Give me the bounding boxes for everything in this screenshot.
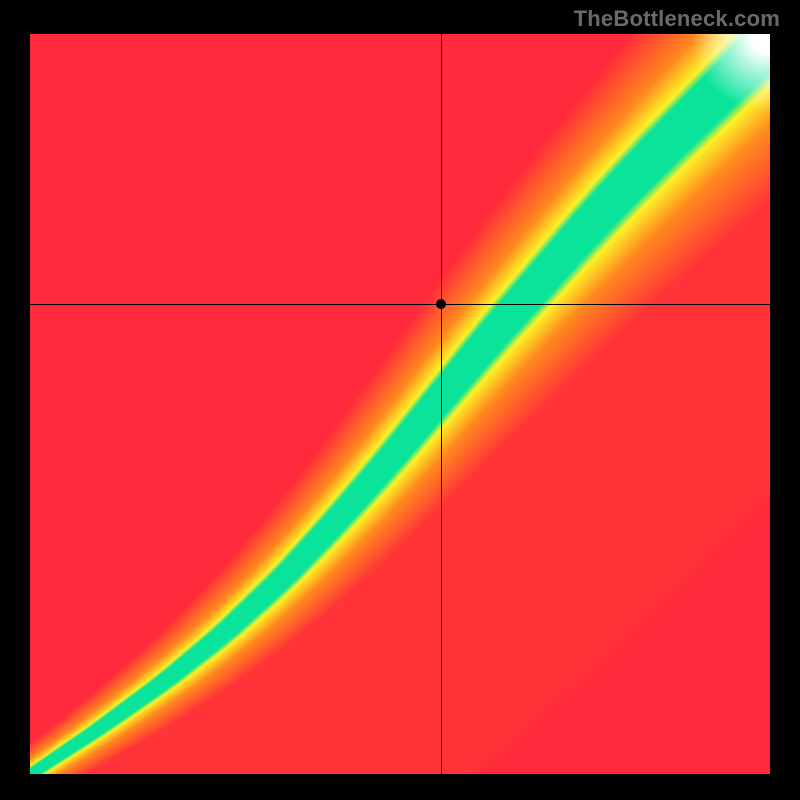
watermark-text: TheBottleneck.com: [574, 6, 780, 32]
crosshair-vertical: [441, 34, 442, 774]
heatmap-canvas: [30, 34, 770, 774]
crosshair-marker: [436, 299, 446, 309]
bottleneck-heatmap: [30, 34, 770, 774]
crosshair-horizontal: [30, 304, 770, 305]
